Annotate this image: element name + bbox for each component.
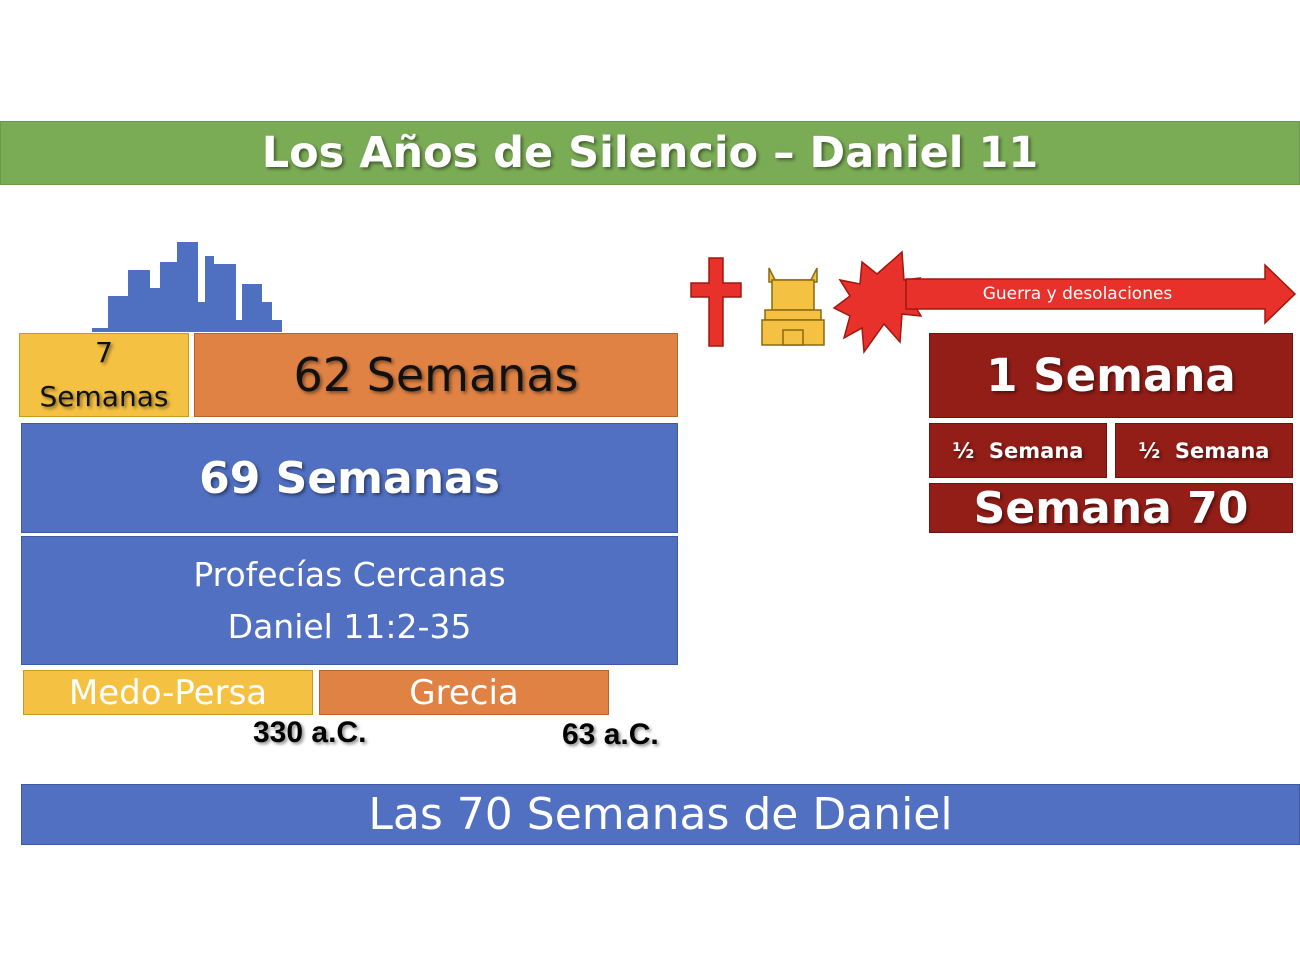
cross-icon <box>690 257 742 347</box>
week-70-box: Semana 70 <box>929 482 1293 534</box>
grecia-box: Grecia <box>319 670 609 715</box>
medo-persa-box: Medo-Persa <box>23 670 313 715</box>
half-week-box-1: ½ Semana <box>929 423 1107 478</box>
near-prophecies-box: Profecías Cercanas Daniel 11:2-35 <box>21 536 678 665</box>
seven-weeks-number: 7 <box>95 336 113 369</box>
sixty-nine-weeks-label: 69 Semanas <box>199 452 500 504</box>
prophecies-line-1: Profecías Cercanas <box>193 554 506 594</box>
week-70-label: Semana 70 <box>973 482 1249 534</box>
seven-weeks-box: 7 Semanas <box>19 333 189 417</box>
explosion-icon <box>832 250 922 355</box>
medo-persa-label: Medo-Persa <box>68 672 268 713</box>
arrow-right-icon <box>905 263 1297 325</box>
sixty-two-weeks-box: 62 Semanas <box>194 333 678 417</box>
page-title: Los Años de Silencio – Daniel 11 <box>0 121 1300 185</box>
one-week-label: 1 Semana <box>986 349 1236 402</box>
sixty-two-weeks-label: 62 Semanas <box>293 348 579 402</box>
grecia-label: Grecia <box>409 672 519 713</box>
title-text: Los Años de Silencio – Daniel 11 <box>261 128 1039 178</box>
city-skyline-icon <box>92 242 282 332</box>
one-week-box: 1 Semana <box>929 333 1293 418</box>
half-week-label-2: ½ Semana <box>1138 438 1270 463</box>
footer-label: Las 70 Semanas de Daniel <box>368 789 953 840</box>
half-week-label-1: ½ Semana <box>952 438 1084 463</box>
prophecies-line-2: Daniel 11:2-35 <box>227 606 472 646</box>
sixty-nine-weeks-box: 69 Semanas <box>21 423 678 533</box>
date-63-bc: 63 a.C. <box>562 718 659 751</box>
seven-weeks-label: Semanas <box>39 380 169 413</box>
arrow-label: Guerra y desolaciones <box>982 284 1173 304</box>
temple-icon <box>761 267 825 346</box>
footer-bar: Las 70 Semanas de Daniel <box>21 784 1300 845</box>
date-330-bc: 330 a.C. <box>253 716 367 749</box>
half-week-box-2: ½ Semana <box>1115 423 1293 478</box>
